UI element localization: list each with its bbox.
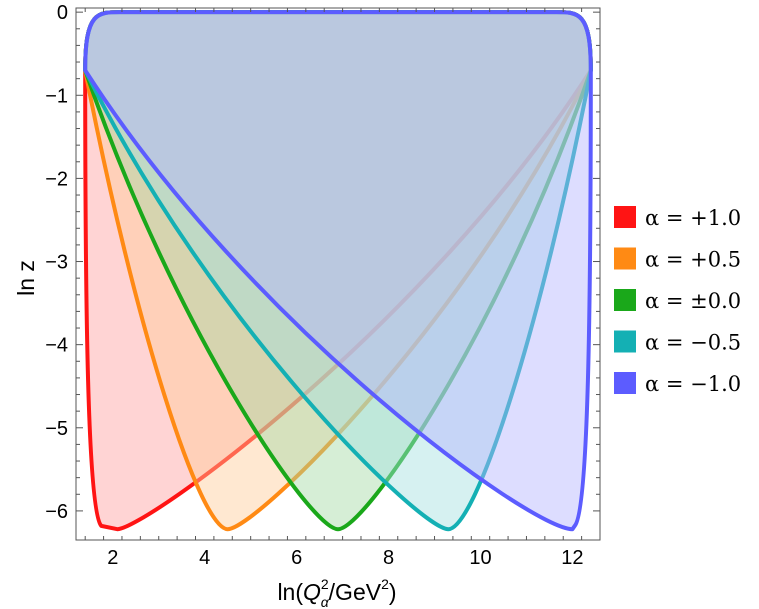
x-axis-title: ln(Q2 α/GeV2) bbox=[277, 576, 396, 609]
legend-swatch bbox=[614, 372, 636, 394]
x-tick-label: 8 bbox=[383, 547, 394, 569]
legend-swatch bbox=[614, 330, 636, 353]
y-axis-title: ln z bbox=[13, 260, 39, 296]
legend-label: α = +1.0 bbox=[645, 206, 741, 230]
y-tick-label: −5 bbox=[45, 418, 68, 440]
legend-label: α = −0.5 bbox=[645, 331, 741, 355]
legend: α = +1.0 α = +0.5 α = ±0.0 α = −0.5 α = −1.0 bbox=[614, 206, 741, 396]
axis-ticks bbox=[76, 8, 600, 540]
x-tick-labels: 2 4 6 8 10 12 bbox=[107, 547, 583, 569]
legend-swatch bbox=[614, 206, 636, 228]
x-tick-label: 2 bbox=[107, 547, 118, 569]
region-series-5 bbox=[83, 10, 593, 532]
x-tick-label: 6 bbox=[291, 547, 302, 569]
y-tick-label: 0 bbox=[57, 2, 68, 24]
y-tick-labels: 0 −1 −2 −3 −4 −5 −6 bbox=[45, 2, 68, 523]
y-tick-label: −4 bbox=[45, 335, 68, 357]
x-tick-label: 10 bbox=[469, 547, 491, 569]
legend-swatch bbox=[614, 289, 636, 311]
legend-label: α = ±0.0 bbox=[645, 289, 741, 313]
x-tick-label: 4 bbox=[199, 547, 210, 569]
chart-regions bbox=[83, 10, 593, 532]
x-tick-label: 12 bbox=[561, 547, 583, 569]
y-tick-label: −6 bbox=[45, 501, 68, 523]
legend-swatch bbox=[614, 247, 636, 270]
legend-label: α = −1.0 bbox=[645, 372, 741, 396]
y-tick-label: −3 bbox=[45, 252, 68, 274]
plot-frame bbox=[75, 7, 601, 541]
legend-label: α = +0.5 bbox=[645, 248, 741, 272]
y-tick-label: −2 bbox=[45, 168, 68, 190]
y-tick-label: −1 bbox=[45, 85, 68, 107]
